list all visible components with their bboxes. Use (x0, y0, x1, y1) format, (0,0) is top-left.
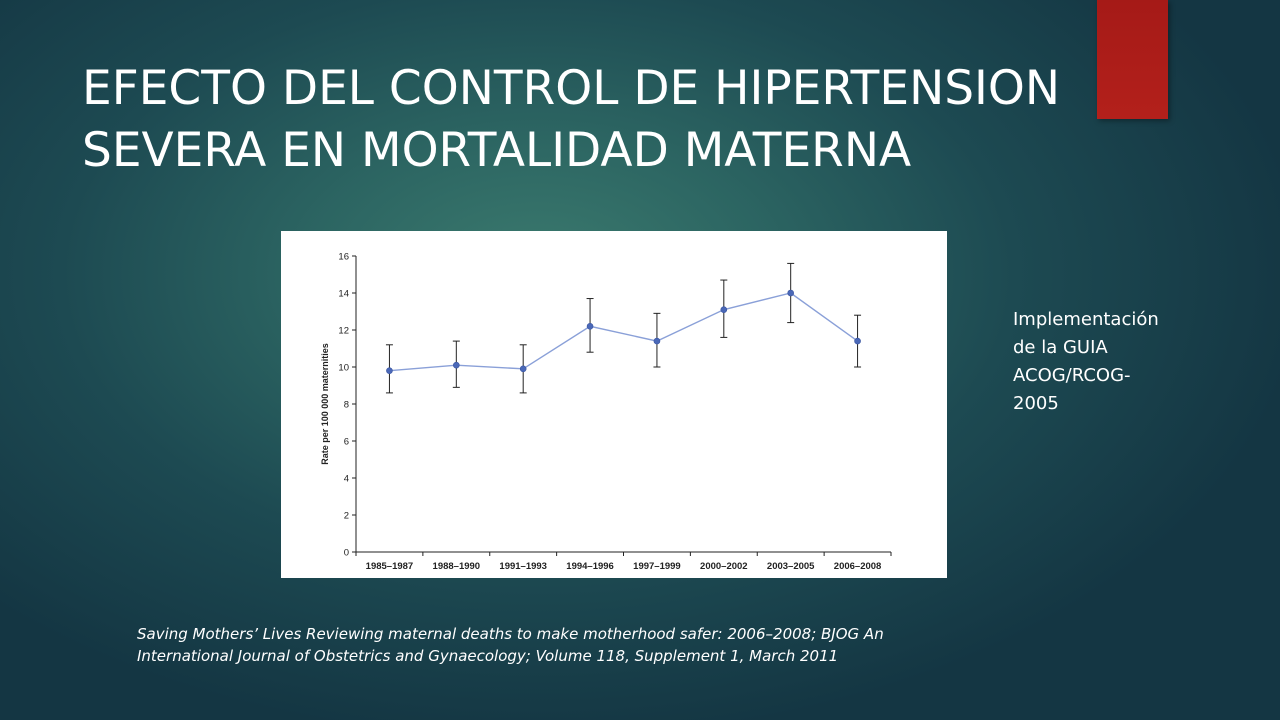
x-tick-label: 1991–1993 (499, 561, 547, 572)
guideline-note-line-4: 2005 (1013, 393, 1059, 414)
mortality-line-chart: 0 2 4 6 8 10 12 14 16 Rate per 100 000 maternitie… (320, 252, 892, 572)
x-tick-label: 1997–1999 (633, 561, 681, 572)
guideline-note-line-2: de la GUIA (1013, 337, 1108, 358)
chart-panel: 0 2 4 6 8 10 12 14 16 Rate per 100 000 maternitie… (281, 231, 947, 578)
chart-series (385, 262, 862, 394)
data-point (386, 367, 393, 374)
slide-title: EFECTO DEL CONTROL DE HIPERTENSION SEVER… (82, 58, 1192, 182)
y-tick-label: 8 (344, 400, 349, 411)
data-point (854, 337, 861, 345)
citation-line-2: International Journal of Obstetrics and … (137, 647, 839, 665)
y-tick-label: 14 (338, 289, 349, 300)
y-tick-label: 0 (344, 548, 349, 559)
y-tick-label: 12 (338, 326, 349, 337)
x-tick-label: 2006–2008 (834, 561, 882, 572)
source-citation: Saving Mothers’ Lives Reviewing maternal… (137, 623, 1137, 667)
data-point (519, 365, 527, 373)
citation-line-1: Saving Mothers’ Lives Reviewing maternal… (137, 625, 884, 643)
y-tick-label: 16 (338, 252, 349, 263)
data-point (453, 361, 460, 369)
x-tick-label: 1985–1987 (366, 561, 414, 572)
y-tick-label: 4 (344, 474, 349, 485)
series-line (389, 292, 858, 372)
x-tick-label: 2003–2005 (767, 561, 815, 572)
data-point (586, 323, 594, 330)
title-line-1: EFECTO DEL CONTROL DE HIPERTENSION (82, 61, 1061, 116)
guideline-note: Implementación de la GUIA ACOG/RCOG- 200… (1013, 306, 1228, 418)
guideline-note-line-1: Implementación (1013, 309, 1159, 330)
data-point (653, 337, 661, 345)
x-tick-label: 2000–2002 (700, 561, 748, 572)
y-tick-label: 2 (344, 511, 349, 522)
x-tick-label: 1994–1996 (566, 561, 614, 572)
guideline-note-line-3: ACOG/RCOG- (1013, 365, 1131, 386)
title-line-2: SEVERA EN MORTALIDAD MATERNA (82, 123, 912, 178)
accent-bar (1097, 0, 1168, 119)
data-point (787, 289, 794, 297)
chart-axes: 0 2 4 6 8 10 12 14 16 Rate per 100 000 maternitie… (320, 252, 892, 572)
y-axis-label: Rate per 100 000 maternities (320, 343, 330, 465)
y-tick-label: 10 (338, 363, 349, 374)
data-point (720, 306, 728, 313)
y-tick-label: 6 (344, 437, 349, 448)
x-tick-label: 1988–1990 (433, 561, 481, 572)
